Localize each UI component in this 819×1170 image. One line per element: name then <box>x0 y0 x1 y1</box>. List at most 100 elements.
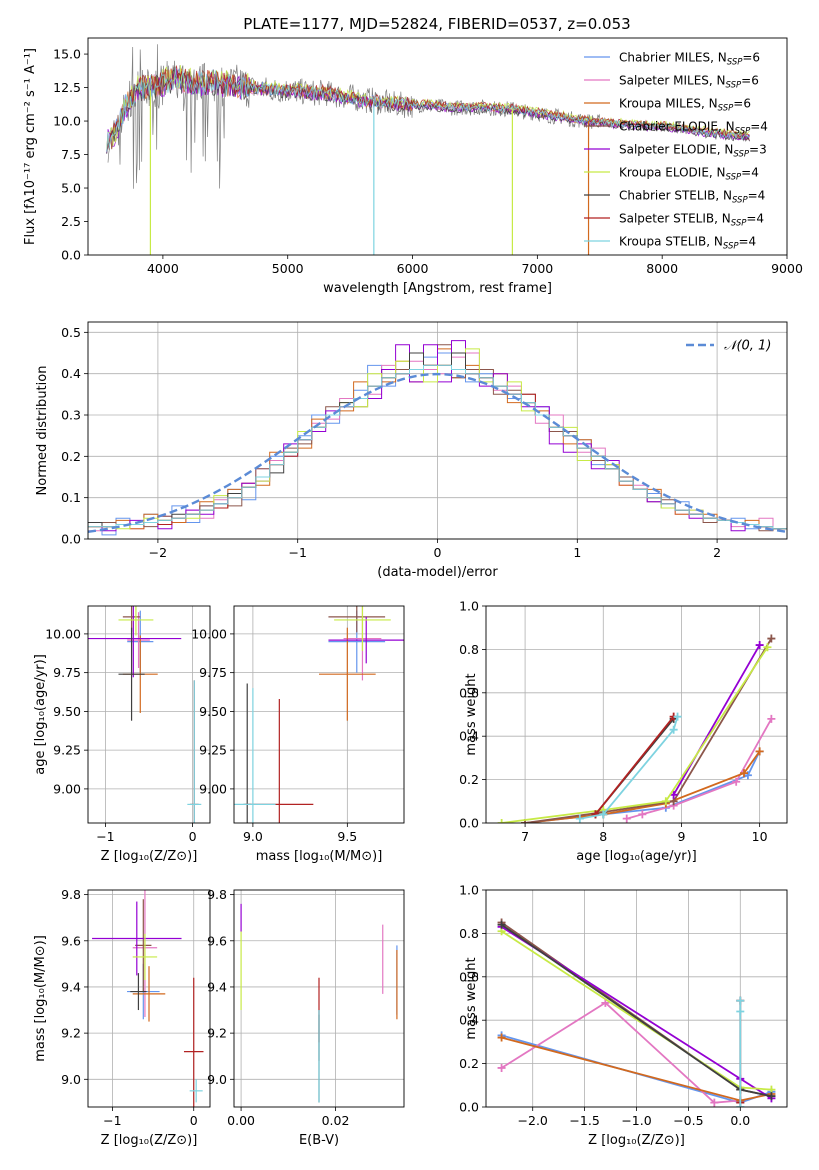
x-tick-label: −0.5 <box>673 1113 703 1128</box>
x-axis-label: (data-model)/error <box>377 565 498 580</box>
grid-age-vs-Z <box>88 606 210 823</box>
weight-marker <box>497 1033 506 1042</box>
y-tick-label: 9.50 <box>199 704 227 719</box>
errorbar-point <box>132 933 158 981</box>
weight-line <box>594 716 675 815</box>
weight-series <box>521 634 776 823</box>
weight-marker <box>497 819 506 823</box>
x-tick-label: 0 <box>190 1113 198 1128</box>
spectrum-legend: Chabrier MILES, NSSP=6 Salpeter MILES, NS… <box>584 51 768 252</box>
weight-marker <box>575 814 584 823</box>
weight-marker <box>740 769 748 778</box>
y-tick-label: 9.50 <box>53 704 81 719</box>
x-axis-label: Z [log₁₀(Z/Z⊙)] <box>101 1133 198 1148</box>
model-spectrum-line <box>106 66 750 152</box>
legend-entry: Chabrier STELIB, NSSP=4 <box>619 189 765 206</box>
y-tick-label: 9.00 <box>53 781 81 796</box>
weight-line <box>501 1001 741 1104</box>
ticks-weight-vs-age: 7 8 9 10 0.0 0.2 0.4 0.6 0.8 1.0 <box>459 599 768 845</box>
legend-entry: Kroupa MILES, NSSP=6 <box>619 97 751 114</box>
weight-marker <box>622 814 631 823</box>
x-tick-label: 9.5 <box>337 829 357 844</box>
grid-weight-vs-Z <box>486 889 787 1108</box>
x-tick-label: 7 <box>521 829 529 844</box>
weight-series <box>669 641 764 799</box>
weight-series <box>497 643 772 823</box>
x-tick-label: 2 <box>713 545 721 560</box>
y-tick-label: 0.3 <box>61 408 81 423</box>
y-axis-label: Normed distribution <box>35 366 50 496</box>
y-tick-label: 9.75 <box>199 665 227 680</box>
errorbar-point <box>130 973 147 1011</box>
y-tick-label: 0.6 <box>459 685 479 700</box>
weight-marker <box>767 634 776 643</box>
residual-legend: 𝒩(0, 1) <box>686 339 771 354</box>
weight-marker <box>669 725 678 734</box>
x-tick-label: 6000 <box>397 261 429 276</box>
y-tick-label: 0.2 <box>459 772 479 787</box>
grid-weight-vs-age <box>486 605 787 824</box>
errorbar-point <box>187 680 202 823</box>
weight-series <box>622 714 776 823</box>
ticks-residuals: −2 −1 0 1 2 0.0 0.1 0.2 0.3 0.4 0.5 <box>61 325 721 560</box>
weight-line <box>524 638 773 823</box>
x-tick-label: −1 <box>288 545 306 560</box>
weight-marker <box>755 747 764 756</box>
y-tick-label: 0.8 <box>459 642 479 657</box>
y-tick-label: 0.0 <box>61 248 81 263</box>
weight-marker <box>497 920 506 929</box>
weight-marker <box>732 777 741 786</box>
y-tick-label: 10.0 <box>53 114 81 129</box>
weight-line <box>672 644 761 796</box>
weight-marker <box>763 643 772 652</box>
errorbar-point <box>319 627 376 721</box>
x-tick-label: 0.0 <box>730 1113 750 1128</box>
errorbar-point <box>118 606 154 636</box>
weight-marker <box>599 810 608 819</box>
plot-area-mass-vs-EBV <box>240 903 398 1103</box>
weight-series <box>497 998 745 1107</box>
axes-frame-spectrum <box>87 37 788 256</box>
y-tick-label: 9.4 <box>61 979 81 994</box>
legend-entry: Kroupa STELIB, NSSP=4 <box>619 235 756 252</box>
x-tick-label: −1.0 <box>621 1113 651 1128</box>
legend-entry: Salpeter STELIB, NSSP=4 <box>619 212 764 229</box>
y-axis-label: mass weight <box>464 957 479 1039</box>
errorbar-point <box>234 688 276 823</box>
y-tick-label: 0.4 <box>459 1013 479 1028</box>
residual-histogram <box>88 364 787 539</box>
x-tick-label: 8000 <box>646 261 678 276</box>
y-tick-label: 0.4 <box>61 366 81 381</box>
x-tick-label: 4000 <box>147 261 179 276</box>
axes-frame-mass-vs-Z <box>87 889 211 1108</box>
weight-marker <box>736 1007 745 1016</box>
x-axis-label: Z [log₁₀(Z/Z⊙)] <box>588 1133 685 1148</box>
y-tick-label: 9.4 <box>207 979 227 994</box>
y-axis-label: age [log₁₀(age/yr)] <box>33 654 48 775</box>
y-tick-label: 0.8 <box>459 926 479 941</box>
y-tick-label: 9.8 <box>207 887 227 902</box>
y-tick-label: 15.0 <box>53 47 81 62</box>
plot-area-mass-vs-Z <box>92 890 204 1107</box>
errorbar-point <box>88 606 182 678</box>
axes-age-vs-Z: −1 0 9.00 9.25 9.50 9.75 10.00 Z [log₁₀(Z/Z⊙)] a… <box>33 605 211 864</box>
x-tick-label: 9.0 <box>243 829 263 844</box>
weight-marker <box>736 996 745 1005</box>
y-tick-label: 9.2 <box>207 1026 227 1041</box>
y-tick-label: 0.6 <box>459 969 479 984</box>
x-tick-label: 10 <box>752 829 768 844</box>
plot-area-spectrum <box>106 44 750 255</box>
axes-frame-age-vs-Z <box>87 605 211 824</box>
weight-line <box>501 646 769 823</box>
legend-entry: Salpeter ELODIE, NSSP=3 <box>619 143 767 160</box>
x-tick-label: 1 <box>573 545 581 560</box>
y-tick-label: 0.0 <box>459 816 479 831</box>
errorbar-point <box>334 606 391 651</box>
x-tick-label: 0.00 <box>227 1113 255 1128</box>
axes-frame-age-vs-mass <box>233 605 405 824</box>
axes-residuals: −2 −1 0 1 2 0.0 0.1 0.2 0.3 0.4 0.5 (data-model)/er… <box>35 321 788 580</box>
errorbar-point <box>183 977 204 1107</box>
legend-entry: Chabrier MILES, NSSP=6 <box>619 51 760 68</box>
ticks-age-vs-mass: 9.0 9.5 9.00 9.25 9.50 9.75 10.00 <box>191 626 357 844</box>
